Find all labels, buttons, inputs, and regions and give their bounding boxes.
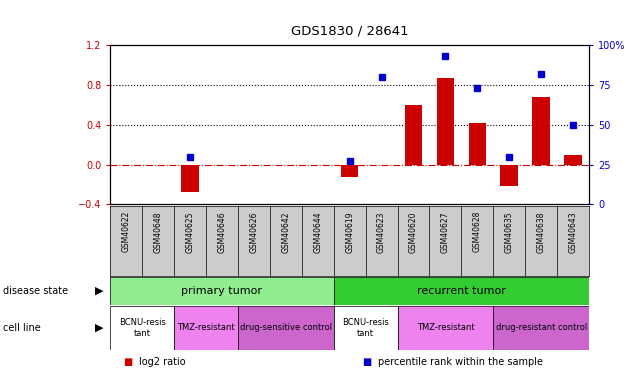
- Text: GSM40644: GSM40644: [313, 211, 322, 253]
- Text: log2 ratio: log2 ratio: [139, 357, 185, 367]
- Text: disease state: disease state: [3, 286, 68, 296]
- Text: GSM40625: GSM40625: [186, 211, 195, 253]
- Bar: [174, 306, 238, 350]
- Text: percentile rank within the sample: percentile rank within the sample: [378, 357, 543, 367]
- Text: GSM40622: GSM40622: [122, 211, 130, 252]
- Text: GSM40635: GSM40635: [505, 211, 513, 253]
- Text: ▶: ▶: [96, 286, 104, 296]
- Bar: [500, 165, 518, 186]
- Bar: [334, 306, 398, 350]
- Text: recurrent tumor: recurrent tumor: [417, 286, 506, 296]
- Text: GSM40626: GSM40626: [249, 211, 258, 253]
- Bar: [398, 306, 493, 350]
- Text: ■: ■: [362, 357, 372, 367]
- Bar: [404, 105, 422, 165]
- Text: GDS1830 / 28641: GDS1830 / 28641: [291, 24, 408, 38]
- Bar: [334, 277, 589, 304]
- Bar: [238, 306, 334, 350]
- Text: GSM40642: GSM40642: [282, 211, 290, 253]
- Text: GSM40628: GSM40628: [473, 211, 482, 252]
- Text: GSM40638: GSM40638: [537, 211, 546, 253]
- Bar: [532, 97, 550, 165]
- Bar: [181, 165, 199, 192]
- Text: ■: ■: [123, 357, 132, 367]
- Bar: [110, 306, 174, 350]
- Text: GSM40627: GSM40627: [441, 211, 450, 253]
- Text: cell line: cell line: [3, 323, 41, 333]
- Text: primary tumor: primary tumor: [181, 286, 263, 296]
- Bar: [437, 78, 454, 165]
- Bar: [564, 154, 582, 165]
- Text: drug-resistant control: drug-resistant control: [496, 323, 587, 333]
- Text: GSM40619: GSM40619: [345, 211, 354, 253]
- Text: GSM40620: GSM40620: [409, 211, 418, 253]
- Bar: [469, 123, 486, 165]
- Text: drug-sensitive control: drug-sensitive control: [240, 323, 332, 333]
- Text: BCNU-resis
tant: BCNU-resis tant: [342, 318, 389, 338]
- Bar: [493, 306, 589, 350]
- Text: GSM40648: GSM40648: [154, 211, 163, 253]
- Text: TMZ-resistant: TMZ-resistant: [416, 323, 474, 333]
- Text: TMZ-resistant: TMZ-resistant: [177, 323, 235, 333]
- Bar: [110, 277, 334, 304]
- Text: GSM40643: GSM40643: [569, 211, 578, 253]
- Text: GSM40623: GSM40623: [377, 211, 386, 253]
- Text: ▶: ▶: [96, 323, 104, 333]
- Text: BCNU-resis
tant: BCNU-resis tant: [118, 318, 166, 338]
- Text: GSM40646: GSM40646: [217, 211, 226, 253]
- Bar: [341, 165, 358, 177]
